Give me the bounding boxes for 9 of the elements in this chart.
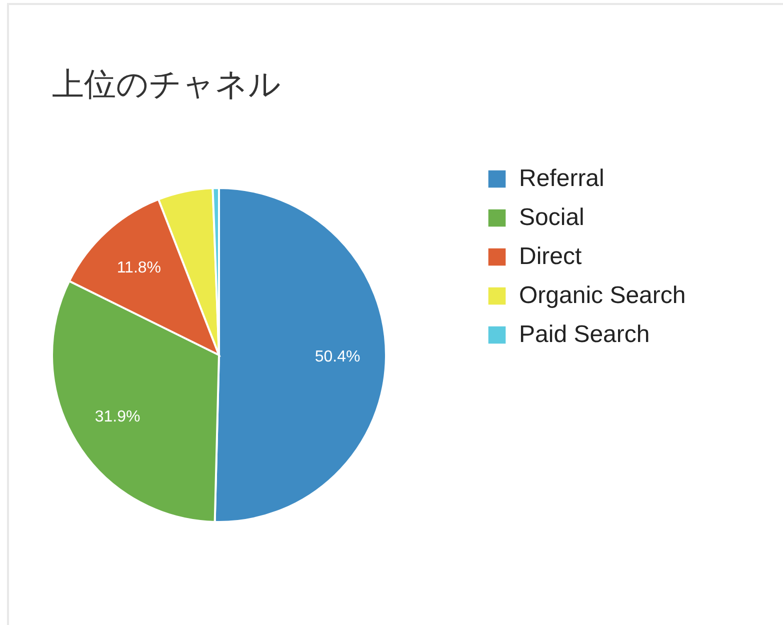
legend-label: Referral <box>519 165 604 192</box>
legend-label: Organic Search <box>519 282 686 309</box>
legend-label: Paid Search <box>519 321 650 348</box>
data-label: 11.8% <box>116 260 162 277</box>
data-label: 31.9% <box>94 408 140 426</box>
legend-label: Direct <box>519 243 582 270</box>
legend-label: Social <box>519 204 584 231</box>
data-label: 50.4% <box>314 348 360 366</box>
chart-title: 上位のチャネル <box>52 65 281 103</box>
